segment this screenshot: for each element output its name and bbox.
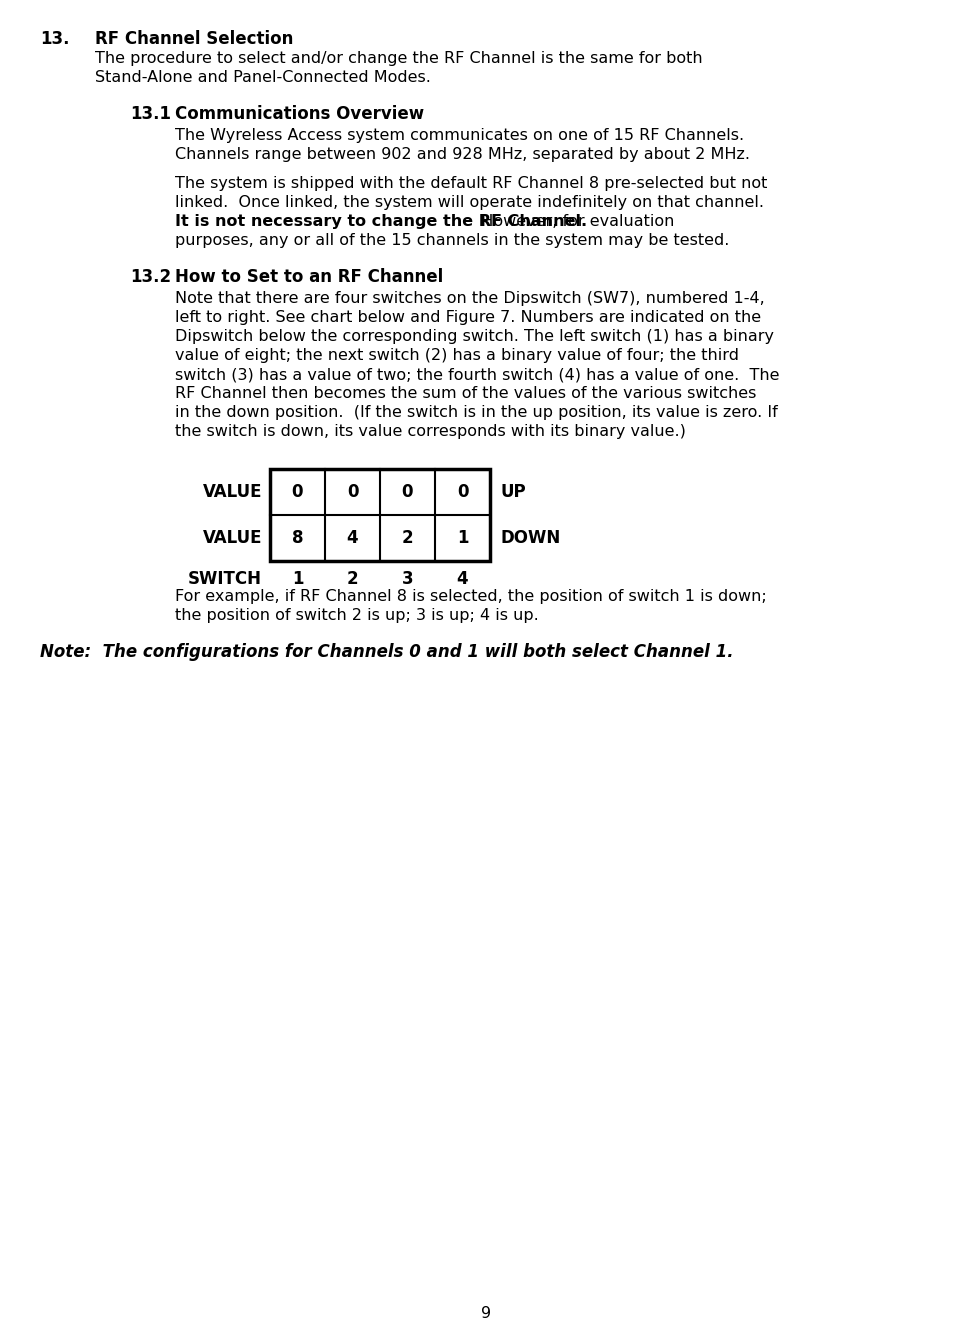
Text: 9: 9 xyxy=(482,1306,491,1321)
Text: 13.1: 13.1 xyxy=(130,105,171,123)
Text: SWITCH: SWITCH xyxy=(188,570,262,588)
Bar xyxy=(270,469,490,561)
Text: Channels range between 902 and 928 MHz, separated by about 2 MHz.: Channels range between 902 and 928 MHz, … xyxy=(175,147,750,162)
Text: The procedure to select and/or change the RF Channel is the same for both: The procedure to select and/or change th… xyxy=(95,51,703,66)
Text: For example, if RF Channel 8 is selected, the position of switch 1 is down;: For example, if RF Channel 8 is selected… xyxy=(175,590,767,604)
Text: the position of switch 2 is up; 3 is up; 4 is up.: the position of switch 2 is up; 3 is up;… xyxy=(175,608,539,623)
Text: the switch is down, its value corresponds with its binary value.): the switch is down, its value correspond… xyxy=(175,423,686,440)
Text: DOWN: DOWN xyxy=(500,529,560,547)
Text: 2: 2 xyxy=(402,529,414,547)
Text: 13.: 13. xyxy=(40,29,69,48)
Text: It is not necessary to change the RF Channel.: It is not necessary to change the RF Cha… xyxy=(175,214,587,229)
Text: switch (3) has a value of two; the fourth switch (4) has a value of one.  The: switch (3) has a value of two; the fourt… xyxy=(175,367,779,382)
Text: Note that there are four switches on the Dipswitch (SW7), numbered 1-4,: Note that there are four switches on the… xyxy=(175,291,765,306)
Text: Dipswitch below the corresponding switch. The left switch (1) has a binary: Dipswitch below the corresponding switch… xyxy=(175,330,774,344)
Text: However, for evaluation: However, for evaluation xyxy=(471,214,674,229)
Text: 4: 4 xyxy=(346,529,358,547)
Text: 0: 0 xyxy=(402,482,414,501)
Text: UP: UP xyxy=(500,482,525,501)
Text: 2: 2 xyxy=(346,570,358,588)
Text: Note:  The configurations for Channels 0 and 1 will both select Channel 1.: Note: The configurations for Channels 0 … xyxy=(40,643,734,661)
Text: 0: 0 xyxy=(292,482,304,501)
Text: 1: 1 xyxy=(456,529,468,547)
Text: 13.2: 13.2 xyxy=(130,268,171,285)
Text: 3: 3 xyxy=(402,570,414,588)
Text: How to Set to an RF Channel: How to Set to an RF Channel xyxy=(175,268,444,285)
Text: 4: 4 xyxy=(456,570,468,588)
Text: Stand-Alone and Panel-Connected Modes.: Stand-Alone and Panel-Connected Modes. xyxy=(95,70,431,84)
Text: RF Channel then becomes the sum of the values of the various switches: RF Channel then becomes the sum of the v… xyxy=(175,386,756,401)
Text: The system is shipped with the default RF Channel 8 pre-selected but not: The system is shipped with the default R… xyxy=(175,176,768,192)
Text: left to right. See chart below and Figure 7. Numbers are indicated on the: left to right. See chart below and Figur… xyxy=(175,310,761,326)
Text: 8: 8 xyxy=(292,529,304,547)
Text: Communications Overview: Communications Overview xyxy=(175,105,424,123)
Text: 1: 1 xyxy=(292,570,304,588)
Text: 0: 0 xyxy=(456,482,468,501)
Text: purposes, any or all of the 15 channels in the system may be tested.: purposes, any or all of the 15 channels … xyxy=(175,233,730,248)
Text: VALUE: VALUE xyxy=(202,482,262,501)
Text: in the down position.  (If the switch is in the up position, its value is zero. : in the down position. (If the switch is … xyxy=(175,405,777,419)
Text: 0: 0 xyxy=(346,482,358,501)
Text: linked.  Once linked, the system will operate indefinitely on that channel.: linked. Once linked, the system will ope… xyxy=(175,196,764,210)
Text: The Wyreless Access system communicates on one of 15 RF Channels.: The Wyreless Access system communicates … xyxy=(175,129,744,143)
Text: value of eight; the next switch (2) has a binary value of four; the third: value of eight; the next switch (2) has … xyxy=(175,348,739,363)
Text: VALUE: VALUE xyxy=(202,529,262,547)
Text: RF Channel Selection: RF Channel Selection xyxy=(95,29,294,48)
